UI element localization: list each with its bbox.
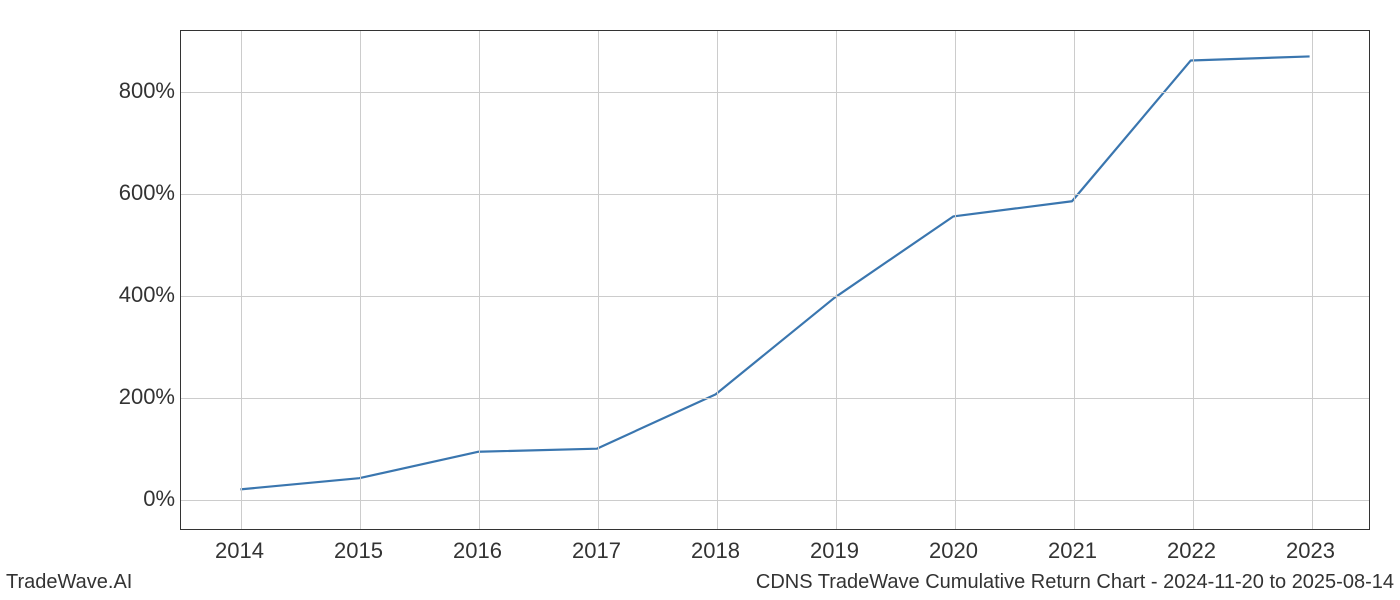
data-line xyxy=(240,56,1309,489)
grid-line-vertical xyxy=(360,31,361,529)
grid-line-vertical xyxy=(241,31,242,529)
y-axis-tick-label: 800% xyxy=(95,78,175,104)
x-axis-tick-label: 2014 xyxy=(215,538,264,564)
y-axis-tick-label: 0% xyxy=(95,486,175,512)
footer-right-text: CDNS TradeWave Cumulative Return Chart -… xyxy=(756,571,1394,594)
grid-line-vertical xyxy=(1312,31,1313,529)
y-axis-tick-label: 600% xyxy=(95,180,175,206)
x-axis-tick-label: 2018 xyxy=(691,538,740,564)
plot-area xyxy=(180,30,1370,530)
y-axis-tick-label: 200% xyxy=(95,384,175,410)
y-axis-tick-label: 400% xyxy=(95,282,175,308)
grid-line-vertical xyxy=(479,31,480,529)
x-axis-tick-label: 2023 xyxy=(1286,538,1335,564)
footer-left-text: TradeWave.AI xyxy=(6,571,132,594)
grid-line-vertical xyxy=(1074,31,1075,529)
grid-line-vertical xyxy=(1193,31,1194,529)
grid-line-vertical xyxy=(717,31,718,529)
grid-line-vertical xyxy=(598,31,599,529)
x-axis-tick-label: 2020 xyxy=(929,538,978,564)
x-axis-tick-label: 2017 xyxy=(572,538,621,564)
x-axis-tick-label: 2022 xyxy=(1167,538,1216,564)
x-axis-tick-label: 2016 xyxy=(453,538,502,564)
grid-line-vertical xyxy=(955,31,956,529)
grid-line-vertical xyxy=(836,31,837,529)
x-axis-tick-label: 2019 xyxy=(810,538,859,564)
x-axis-tick-label: 2015 xyxy=(334,538,383,564)
chart-container xyxy=(180,30,1370,530)
x-axis-tick-label: 2021 xyxy=(1048,538,1097,564)
